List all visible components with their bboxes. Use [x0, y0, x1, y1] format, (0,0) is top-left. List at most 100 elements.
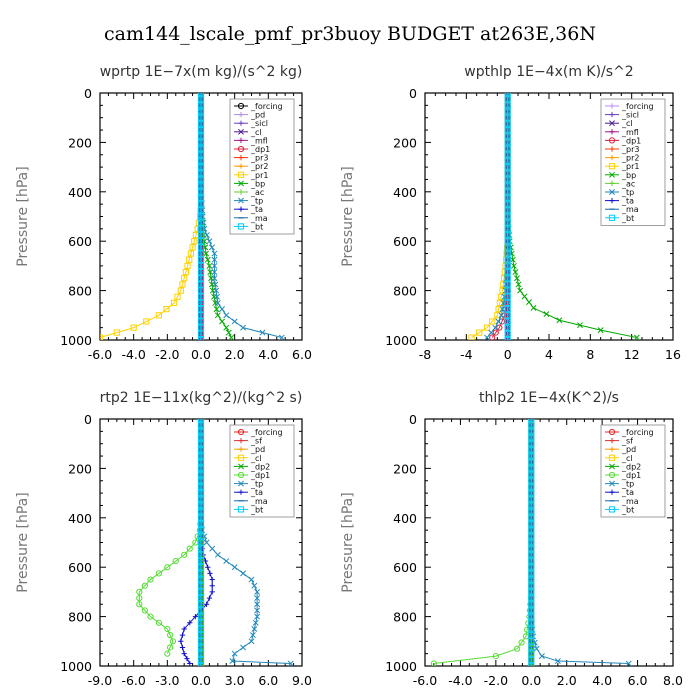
legend-label: _ma — [621, 497, 639, 506]
series-bp-point — [206, 262, 213, 269]
legend-marker — [609, 112, 615, 118]
series-dp1-point — [492, 329, 499, 336]
series-bt-point — [504, 120, 511, 127]
series-bt-point — [504, 250, 511, 257]
series-bt-point — [197, 607, 205, 614]
legend-label: _dp2 — [621, 462, 641, 471]
y-axis-label: Pressure [hPa] — [15, 166, 31, 266]
series-bt-point — [504, 114, 511, 121]
series-bt-point — [197, 96, 205, 103]
series-bt-point — [528, 607, 535, 614]
legend-label: _ma — [250, 497, 268, 506]
legend-label: _forcing — [250, 428, 283, 437]
series-bt-point — [528, 601, 535, 608]
legend-label: _dp1 — [250, 145, 270, 154]
series-bt-point — [197, 318, 205, 325]
series-tp-point — [208, 244, 215, 251]
x-tick-label: -2.0 — [484, 673, 508, 688]
series-bt-point — [197, 336, 205, 340]
x-tick-label: -6.0 — [121, 673, 145, 688]
legend-label: _pr1 — [621, 162, 639, 171]
series-tp-point — [240, 644, 247, 651]
series-bt-point — [504, 102, 511, 109]
legend-marker — [238, 489, 244, 495]
series-bp-point — [543, 311, 550, 318]
series-tp-point — [554, 658, 561, 665]
series-bt-point — [528, 419, 535, 423]
series-bt-point — [197, 219, 205, 226]
legend-marker — [609, 463, 615, 470]
legend-label: _pd — [621, 445, 636, 454]
panel-2: wpthlp 1E−4x(m K)/s^2 Pressure [hPa] -8 -4 0… — [340, 64, 681, 362]
series-pr1-point — [182, 268, 189, 276]
series-dp1-point — [147, 613, 154, 620]
series-pr1-point — [191, 238, 198, 245]
series-bt-point — [197, 440, 205, 447]
series-ta-point — [187, 660, 193, 666]
y-tick-label: 400 — [393, 511, 417, 526]
series-dp1-point — [155, 619, 163, 626]
legend-label: _bt — [621, 505, 634, 514]
legend-marker — [609, 480, 615, 487]
series-dp1-point — [172, 557, 179, 565]
series-bt-point — [197, 650, 205, 657]
series-tp-point — [211, 275, 218, 282]
legend-marker — [238, 128, 244, 135]
series-bp-point — [514, 275, 520, 282]
series-pr1-point — [181, 275, 188, 282]
panel-3: rtp2 1E−11x(kg^2)/(kg^2 s) Pressure [hPa]… — [15, 390, 312, 688]
series-pr1-point — [100, 334, 104, 340]
series-bt-point — [528, 508, 535, 515]
series-bt-point — [197, 644, 205, 651]
series-bt-point — [528, 452, 535, 460]
series-tp-point — [254, 613, 261, 620]
series-bt-point — [528, 459, 535, 466]
series-dp1-point — [430, 660, 437, 666]
legend-label: _ac — [250, 188, 264, 197]
y-tick-label: 800 — [393, 284, 417, 299]
y-axis-label: Pressure [hPa] — [340, 166, 356, 266]
series-bt-point — [197, 120, 205, 127]
series-bt-point — [197, 194, 205, 202]
series-bp-point — [509, 256, 516, 263]
series-bt-point — [504, 219, 511, 226]
series-bt-point — [528, 582, 535, 589]
series-bt-point — [197, 477, 205, 484]
series-bt-point — [528, 644, 535, 651]
series-bt-point — [197, 108, 205, 115]
series-dp1-point — [136, 594, 143, 602]
legend-label: _tp — [250, 197, 263, 206]
y-tick-label: 0 — [84, 412, 92, 427]
series-bt-point — [528, 477, 535, 484]
y-tick-label: 200 — [68, 461, 92, 476]
legend-label: _dp1 — [621, 136, 641, 145]
series-tp-point — [203, 232, 210, 238]
series-bt-point — [504, 139, 511, 146]
series-dp1-point — [141, 582, 148, 589]
panel-title: wprtp 1E−7x(m kg)/(s^2 kg) — [100, 64, 303, 80]
series-bt-point — [504, 330, 511, 337]
series-bt-point — [504, 324, 511, 331]
legend-marker — [238, 155, 244, 161]
series-pr1-point — [130, 324, 137, 331]
series-bt-point — [504, 262, 511, 269]
series-tp-point — [625, 660, 632, 666]
y-tick-label: 0 — [409, 86, 417, 101]
x-tick-label: 16 — [665, 347, 681, 362]
series-bt-point — [197, 656, 205, 663]
series-bt-point — [197, 164, 205, 171]
y-tick-label: 1000 — [385, 333, 417, 348]
series-bt-point — [197, 151, 205, 158]
series-bt-point — [197, 490, 205, 497]
x-tick-label: -2.0 — [155, 347, 179, 362]
series-pr1-point — [170, 299, 178, 307]
series-dp1-point — [167, 644, 174, 651]
panel-title: thlp2 1E−4x(K^2)/s — [479, 390, 619, 406]
series-bp-point — [213, 306, 220, 313]
series-tp-point — [203, 539, 210, 546]
series-tp-point — [211, 269, 218, 276]
legend-marker — [609, 155, 615, 161]
series-ta-point — [192, 614, 198, 620]
series-bt-point — [528, 650, 535, 657]
series-bp-point — [223, 324, 230, 331]
